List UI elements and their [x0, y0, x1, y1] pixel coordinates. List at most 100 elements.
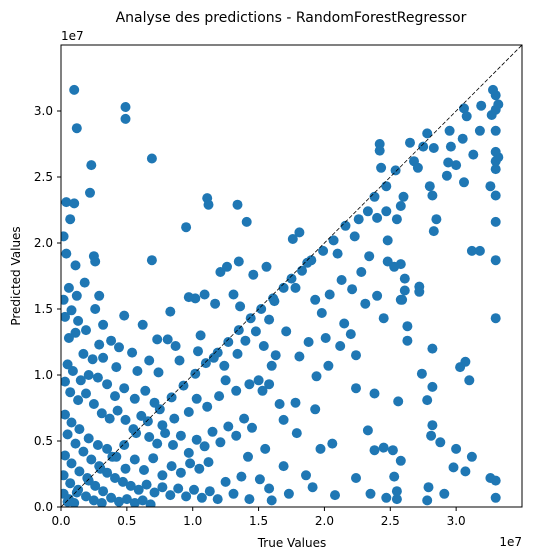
- data-point: [92, 440, 103, 450]
- data-point: [110, 391, 120, 402]
- data-point: [422, 495, 433, 506]
- data-point: [140, 385, 151, 396]
- data-point: [73, 315, 84, 326]
- data-point: [287, 234, 298, 244]
- data-point: [190, 368, 201, 379]
- data-point: [360, 298, 371, 309]
- data-point: [250, 326, 261, 337]
- data-point: [88, 495, 99, 506]
- data-point: [83, 433, 94, 444]
- data-point: [493, 99, 504, 110]
- data-point: [94, 290, 105, 301]
- data-point: [389, 471, 400, 482]
- x-tick-label: 0.0: [51, 514, 70, 528]
- data-point: [85, 187, 95, 198]
- data-point: [69, 198, 80, 209]
- data-point: [102, 443, 113, 454]
- data-point: [75, 375, 86, 386]
- data-point: [323, 360, 334, 371]
- data-point: [202, 401, 213, 412]
- data-point: [120, 414, 131, 425]
- data-point: [340, 220, 351, 231]
- data-point: [356, 267, 367, 277]
- data-point: [488, 84, 498, 95]
- data-point: [228, 488, 239, 499]
- data-point: [490, 492, 501, 503]
- data-point: [335, 341, 346, 351]
- data-point: [148, 453, 159, 464]
- data-point: [168, 440, 178, 450]
- data-point: [195, 330, 206, 341]
- y-tick-label: 3.0: [34, 104, 53, 118]
- data-point: [79, 277, 90, 288]
- data-point: [378, 442, 389, 453]
- x-tick-label: 3.0: [447, 514, 466, 528]
- data-point: [248, 269, 259, 280]
- data-point: [416, 368, 427, 379]
- data-point: [200, 358, 211, 369]
- data-point: [464, 375, 475, 386]
- data-point: [328, 235, 339, 246]
- data-point: [62, 429, 73, 440]
- data-point: [466, 245, 477, 256]
- data-point: [439, 488, 450, 499]
- data-point: [61, 409, 70, 420]
- data-point: [165, 306, 176, 317]
- data-point: [278, 414, 289, 425]
- data-point: [61, 231, 69, 242]
- data-point: [166, 392, 177, 403]
- data-point: [327, 438, 338, 449]
- y-offset-label: 1e7: [61, 29, 84, 43]
- data-point: [65, 387, 76, 398]
- data-point: [260, 443, 271, 454]
- data-point: [369, 388, 380, 399]
- data-point: [117, 476, 128, 487]
- data-point: [310, 404, 321, 415]
- data-point: [203, 199, 214, 210]
- data-point: [490, 146, 501, 157]
- data-point: [460, 466, 471, 477]
- data-point: [402, 335, 413, 346]
- data-point: [94, 461, 105, 472]
- data-point: [490, 125, 501, 136]
- data-point: [428, 226, 439, 237]
- x-axis: 0.0 0.5 1.0 1.5 2.0 2.5 3.0: [51, 507, 466, 528]
- data-point: [490, 190, 501, 201]
- data-point: [61, 470, 69, 481]
- data-point: [427, 343, 438, 354]
- data-point: [476, 100, 487, 111]
- data-point: [98, 352, 109, 363]
- data-point: [266, 360, 277, 371]
- data-point: [69, 84, 80, 95]
- data-point: [398, 191, 409, 202]
- data-point: [102, 379, 113, 390]
- data-point: [381, 206, 392, 217]
- data-point: [121, 494, 132, 505]
- data-point: [256, 304, 267, 314]
- data-point: [102, 467, 113, 478]
- data-point: [139, 465, 149, 475]
- data-point: [78, 348, 89, 359]
- data-point: [178, 380, 189, 391]
- data-point: [96, 408, 107, 419]
- data-point: [426, 430, 437, 441]
- data-point: [324, 289, 335, 300]
- data-point: [232, 348, 243, 359]
- data-point: [278, 461, 289, 472]
- data-point: [236, 471, 247, 482]
- data-point: [243, 451, 253, 462]
- data-point: [290, 397, 301, 408]
- data-point: [330, 490, 340, 501]
- data-point: [199, 289, 210, 300]
- data-point: [98, 486, 109, 497]
- data-point: [61, 248, 72, 259]
- data-point: [175, 467, 186, 478]
- data-point: [270, 350, 281, 361]
- data-point: [181, 491, 192, 502]
- data-point: [141, 479, 152, 490]
- data-point: [208, 352, 219, 363]
- data-point: [395, 201, 406, 211]
- data-point: [448, 462, 459, 473]
- x-tick-label: 1.5: [249, 514, 268, 528]
- data-point: [349, 231, 360, 242]
